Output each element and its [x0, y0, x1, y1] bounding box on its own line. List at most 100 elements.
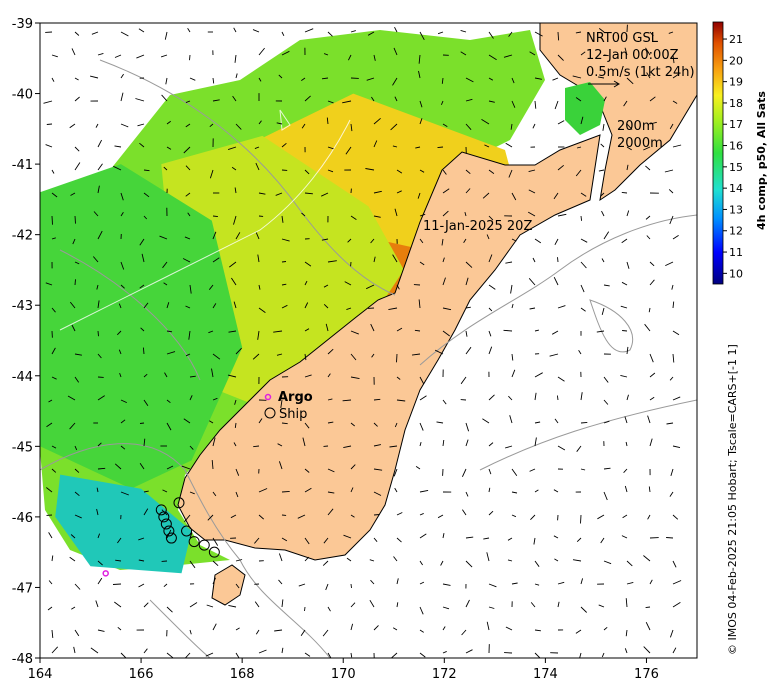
- current-vector: [509, 415, 513, 424]
- current-vector: [51, 169, 55, 174]
- current-vector: [649, 31, 654, 37]
- current-vector: [51, 192, 58, 198]
- current-vector: [327, 31, 333, 37]
- current-vector: [47, 606, 53, 611]
- current-vector: [511, 77, 515, 84]
- current-vector: [97, 442, 102, 447]
- current-vector: [672, 560, 677, 568]
- current-vector: [371, 353, 375, 358]
- current-vector: [419, 376, 425, 385]
- current-vector: [118, 349, 122, 355]
- current-vector: [350, 30, 356, 33]
- current-vector: [646, 235, 651, 240]
- current-vector: [435, 349, 444, 355]
- current-vector: [254, 146, 260, 150]
- current-vector: [74, 376, 80, 383]
- current-vector: [350, 330, 359, 335]
- current-vector: [275, 192, 283, 196]
- current-vector: [327, 491, 335, 494]
- current-vector: [114, 54, 122, 58]
- current-vector: [255, 162, 260, 171]
- ship-position-marker: [181, 525, 193, 537]
- plot-frame: [39, 22, 698, 659]
- current-vector: [672, 602, 681, 608]
- current-vector: [114, 145, 122, 148]
- current-vector: [649, 353, 654, 363]
- colorbar-tick-label: 16: [729, 140, 743, 153]
- current-vector: [350, 487, 354, 493]
- current-vector: [534, 560, 540, 567]
- contour-200-label: 200m: [617, 119, 654, 134]
- current-vector: [625, 441, 628, 447]
- current-vector: [71, 48, 76, 56]
- current-vector: [235, 468, 240, 476]
- current-vector: [51, 468, 57, 473]
- current-vector: [648, 486, 651, 493]
- current-vector: [166, 146, 172, 150]
- current-vector: [507, 537, 513, 541]
- current-vector: [553, 535, 559, 539]
- current-vector: [304, 302, 309, 309]
- current-vector: [95, 600, 99, 608]
- current-vector: [672, 235, 679, 240]
- sst-patch-southwest-teal: [55, 474, 192, 574]
- current-vector: [597, 76, 605, 79]
- current-vector: [209, 420, 214, 424]
- current-vector: [281, 142, 287, 148]
- current-vector: [258, 514, 264, 520]
- colorbar: [712, 21, 724, 285]
- current-vector: [113, 165, 122, 171]
- current-vector: [419, 31, 425, 41]
- current-vector: [393, 556, 398, 562]
- current-vector: [321, 192, 329, 197]
- ship-position-marker: [173, 497, 185, 509]
- current-vector: [465, 169, 471, 175]
- current-vector: [327, 508, 334, 516]
- current-vector: [233, 301, 237, 309]
- current-vector: [51, 347, 56, 355]
- image-time-label: 11-Jan-2025 20Z: [423, 219, 532, 234]
- current-vector: [621, 535, 628, 539]
- current-vector: [137, 123, 145, 127]
- current-vector: [624, 416, 628, 424]
- current-vector: [187, 28, 191, 33]
- current-vector: [534, 372, 543, 378]
- current-vector: [488, 54, 497, 61]
- current-vector: [419, 213, 426, 217]
- current-vector: [276, 353, 283, 356]
- current-vector: [143, 373, 148, 378]
- current-vector: [620, 374, 628, 378]
- current-vector: [344, 281, 352, 286]
- current-vector: [370, 323, 375, 332]
- current-vector: [504, 445, 513, 449]
- y-tick-label: -42: [12, 229, 33, 244]
- current-vector: [465, 77, 474, 83]
- current-vector: [601, 210, 605, 217]
- current-vector: [419, 100, 423, 108]
- y-tick-label: -44: [12, 370, 33, 385]
- current-vector: [370, 579, 375, 585]
- current-vector: [74, 353, 82, 356]
- vector-scale-arrowhead: [613, 80, 620, 88]
- current-vector: [511, 353, 514, 361]
- current-vector: [465, 422, 470, 432]
- current-vector: [181, 465, 191, 470]
- current-vector: [373, 537, 378, 542]
- current-vector: [557, 601, 560, 608]
- current-vector: [373, 117, 381, 125]
- current-vector: [488, 346, 493, 355]
- current-vector: [51, 376, 57, 380]
- current-vector: [97, 467, 106, 470]
- current-vector: [534, 100, 537, 109]
- current-vector: [211, 460, 214, 470]
- current-vector: [138, 28, 145, 33]
- current-vector: [45, 144, 53, 148]
- colorbar-tick-label: 21: [729, 33, 743, 46]
- current-vector: [258, 192, 266, 195]
- current-vector: [212, 215, 218, 218]
- current-vector: [297, 514, 306, 519]
- current-vector: [666, 422, 674, 425]
- current-vector: [254, 537, 260, 544]
- current-vector: [346, 557, 352, 562]
